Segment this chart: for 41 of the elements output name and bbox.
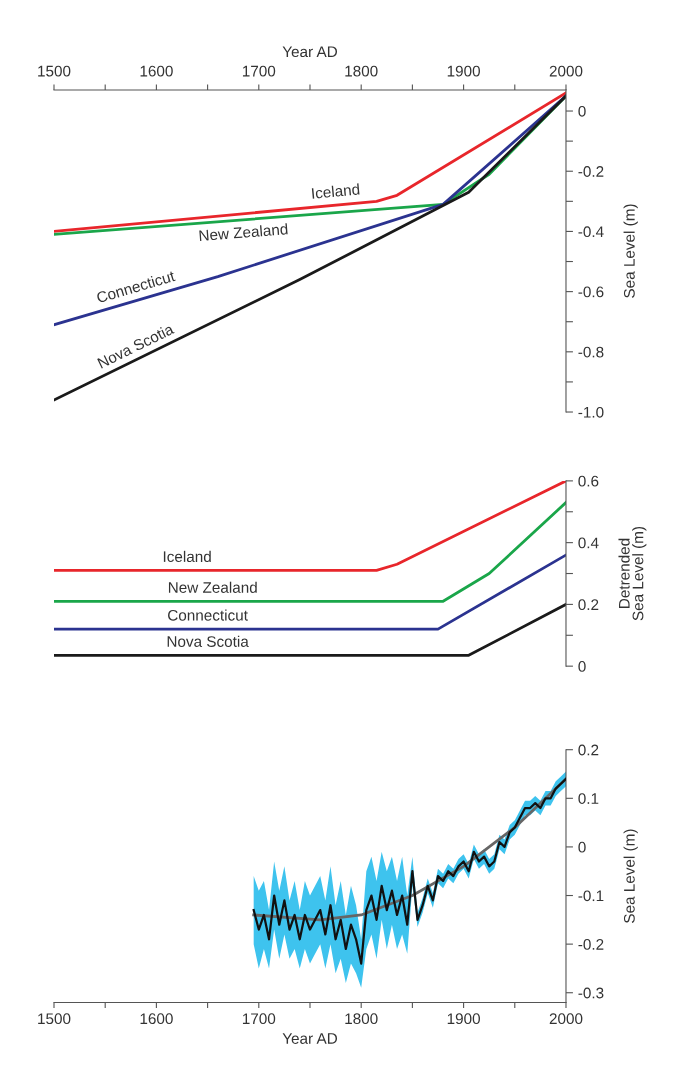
series-label: New Zealand [199,223,288,242]
y-tick-label: 0.2 [578,744,599,756]
x-tick-label: 1600 [140,1013,173,1025]
y-tick-label: -0.1 [578,890,604,902]
y-tick-label: 0.4 [578,537,599,549]
x-tick-label: 1800 [345,1013,378,1025]
x-tick-label: 1500 [38,1013,71,1025]
y-axis-title: Sea Level (m) [623,204,638,298]
series-label: New Zealand [168,581,257,593]
y-tick-label: -1.0 [578,406,604,418]
x-tick-label: 2000 [549,65,583,77]
x-tick-label: 1700 [242,65,276,77]
x-tick-label: 1900 [447,65,480,77]
x-axis-title: Year AD [282,1033,338,1044]
x-tick-label: 1600 [140,65,173,77]
y-tick-label: -0.6 [578,286,604,298]
y-axis-title: Sea Level (m) [623,829,638,923]
y-tick-label: 0.1 [578,793,599,804]
y-tick-label: -0.8 [578,346,604,358]
y-tick-label: 0 [578,105,586,117]
y-tick-label: 0 [578,841,586,853]
y-tick-label: -0.2 [578,166,604,177]
x-tick-label: 1800 [345,65,378,77]
series-label: Iceland [163,550,211,563]
y-tick-label: -0.4 [578,226,604,238]
x-tick-label: 1900 [447,1013,480,1025]
line-series [54,94,566,402]
text: Iceland [311,183,360,199]
y-tick-label: 0.6 [578,475,599,487]
y-tick-label: 0.2 [578,599,599,611]
y-tick-label: -0.2 [578,939,604,950]
series-label: Connecticut [168,609,248,621]
y-tick-label: 0 [578,661,586,672]
x-axis-title: Year AD [282,46,338,58]
x-tick-label: 2000 [549,1013,583,1025]
y-tick-label: -0.3 [578,987,604,999]
y-axis-title: Detrended Sea Level (m) [618,526,647,621]
series-label: Nova Scotia [167,635,249,647]
text: Nova Scotia [96,322,175,369]
x-tick-label: 1500 [38,65,71,77]
x-tick-label: 1700 [242,1013,276,1025]
